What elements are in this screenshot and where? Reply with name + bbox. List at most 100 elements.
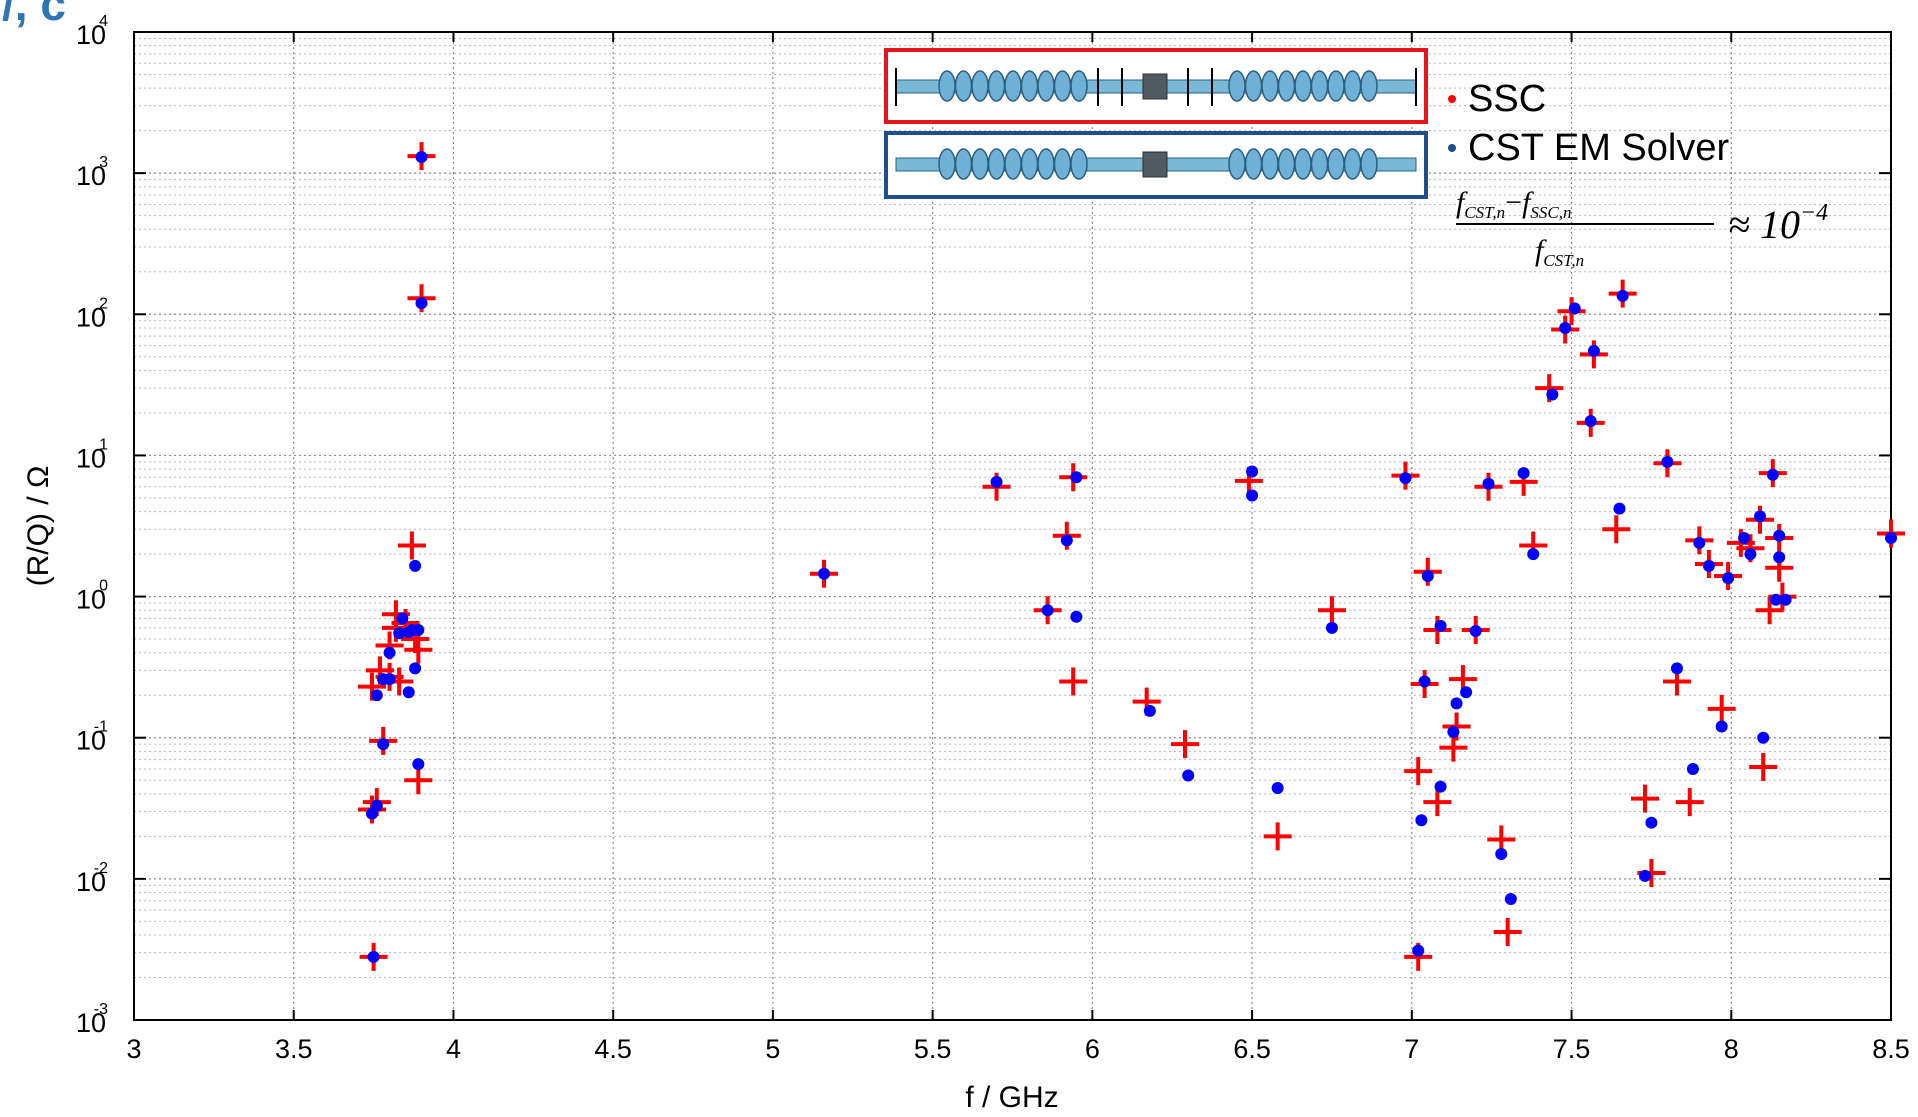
cst-point <box>1744 548 1757 561</box>
x-tick-label: 5.5 <box>914 1034 952 1064</box>
x-tick-label: 7.5 <box>1553 1034 1591 1064</box>
cavity-cell <box>1053 70 1072 102</box>
cst-point <box>1399 472 1412 485</box>
cavity-cell <box>1310 70 1329 102</box>
cavity-cell <box>1053 148 1072 180</box>
cst-point <box>393 627 406 640</box>
cavity-cell <box>1294 148 1312 180</box>
y-axis-label: (R/Q) / Ω <box>22 466 55 587</box>
cst-point <box>1182 769 1195 782</box>
cavity-cell <box>1360 70 1378 102</box>
cavity-cell <box>1070 148 1088 180</box>
x-tick-label: 3 <box>126 1034 141 1064</box>
cst-point <box>1766 468 1779 481</box>
x-tick-label: 7 <box>1404 1034 1419 1064</box>
cst-point <box>1722 572 1735 585</box>
ssc-point <box>404 766 433 795</box>
cst-point <box>1568 302 1581 315</box>
ssc-point <box>1602 515 1631 544</box>
cavity-cell <box>1020 70 1039 102</box>
cst-point <box>1469 625 1482 638</box>
cavity-cell <box>1310 148 1329 180</box>
cavity-cell <box>1277 148 1296 180</box>
cst-point <box>1584 415 1597 428</box>
x-tick-label: 8.5 <box>1872 1034 1910 1064</box>
y-tick-label: 100 <box>76 578 108 615</box>
cst-point <box>1482 477 1495 490</box>
x-tick-label: 6.5 <box>1233 1034 1271 1064</box>
cavity-cell <box>1261 70 1279 102</box>
cavity-cell <box>1277 70 1296 102</box>
cavity-cell <box>987 148 1006 180</box>
x-tick-label: 6 <box>1085 1034 1100 1064</box>
cst-point <box>1517 467 1530 480</box>
cst-point <box>1434 780 1447 793</box>
cst-point <box>409 559 422 572</box>
cst-point <box>1613 502 1626 515</box>
cst-point <box>1415 814 1428 827</box>
cst-point <box>1070 610 1083 623</box>
y-axis: 10-3 10-2 10-1 100 101 102 103 104 <box>76 13 1891 1038</box>
cavity-cell <box>1360 148 1378 180</box>
cst-structure-image <box>884 131 1428 199</box>
x-tick-label: 5 <box>765 1034 780 1064</box>
y-tick-label: 103 <box>76 154 108 191</box>
cst-point <box>412 758 425 771</box>
cst-point <box>1702 559 1715 572</box>
cst-point <box>1418 675 1431 688</box>
ssc-point <box>1493 918 1522 947</box>
cavity-cell <box>954 148 973 180</box>
cavity-cell <box>1294 70 1312 102</box>
cavity-cell <box>971 148 989 180</box>
cst-point <box>415 151 428 164</box>
cst-point <box>1060 534 1073 547</box>
cst-point <box>1495 848 1508 861</box>
cst-point <box>1686 763 1699 776</box>
cst-point <box>367 950 380 963</box>
cavity-cell <box>1020 148 1039 180</box>
y-tick-label: 101 <box>76 436 108 473</box>
cst-point <box>1450 697 1463 710</box>
cst-point <box>1757 731 1770 744</box>
cavity-cell <box>1037 148 1055 180</box>
cst-point <box>1779 593 1792 606</box>
cst-point <box>1527 548 1540 561</box>
ssc-point <box>1423 788 1452 817</box>
cavity-cell <box>1228 148 1246 180</box>
x-axis: 3 3.5 4 4.5 5 5.5 6 6.5 7 7.5 8 8.5 <box>126 32 1910 1064</box>
cst-point <box>1504 892 1517 905</box>
cst-legend-marker <box>1448 144 1456 152</box>
ssc-point <box>1707 694 1736 723</box>
cavity-cell <box>1327 70 1345 102</box>
cavity-cell <box>954 70 973 102</box>
cst-point <box>1546 388 1559 401</box>
cst-point <box>1885 532 1897 545</box>
cst-point <box>1639 869 1652 882</box>
cst-point <box>383 673 396 686</box>
cst-point <box>1246 465 1259 478</box>
series-cst <box>365 151 1897 963</box>
x-tick-label: 3.5 <box>275 1034 313 1064</box>
x-tick-label: 4 <box>446 1034 461 1064</box>
x-tick-label: 8 <box>1724 1034 1739 1064</box>
cst-point <box>1421 569 1434 582</box>
cst-point <box>990 475 1003 488</box>
cavity-cell <box>1037 70 1055 102</box>
y-tick-label: 104 <box>76 13 108 50</box>
cst-point <box>1559 321 1572 334</box>
cst-point <box>1143 704 1156 717</box>
cst-point <box>1587 344 1600 357</box>
cavity-cell <box>938 70 956 102</box>
cavity-cell <box>1343 70 1362 102</box>
x-tick-label: 4.5 <box>594 1034 632 1064</box>
y-tick-label: 10-2 <box>76 860 108 897</box>
cst-point <box>1246 489 1259 502</box>
relative-difference-formula: fCST,n−fSSC,n fCST,n ≈ 10−4 <box>1456 186 1828 270</box>
ssc-point <box>1631 784 1660 813</box>
cavity-cell <box>1004 148 1022 180</box>
cavity-cell <box>938 148 956 180</box>
cst-point <box>1670 662 1683 675</box>
ssc-legend-marker <box>1448 95 1456 103</box>
ssc-point <box>1263 822 1292 851</box>
